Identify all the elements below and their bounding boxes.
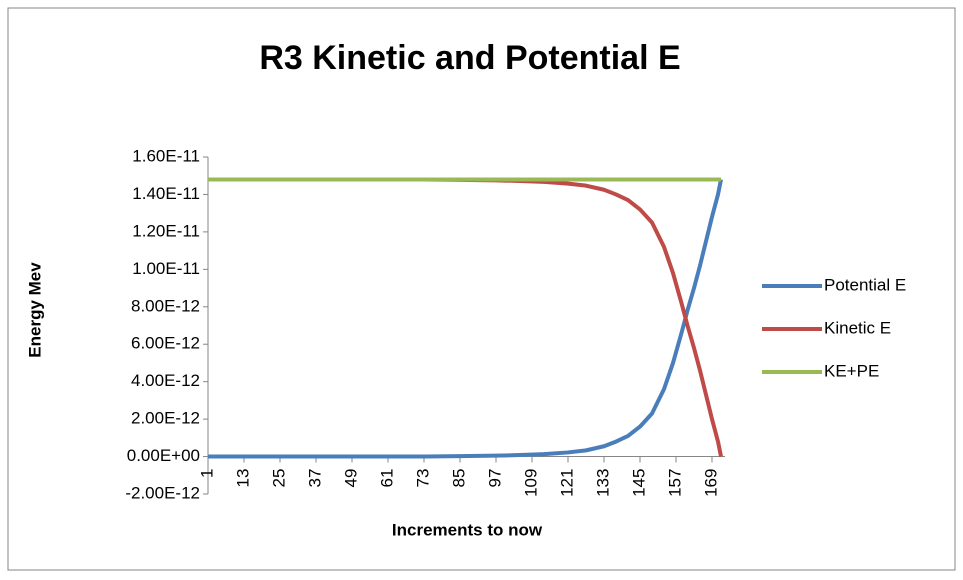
y-tick-label: 0.00E+00 — [127, 446, 200, 465]
line-series — [208, 179, 723, 459]
chart-border — [7, 7, 956, 571]
legend-label: KE+PE — [824, 361, 879, 380]
y-axis-title: Energy Mev — [25, 262, 44, 358]
y-tick-label: 6.00E-12 — [131, 334, 200, 353]
x-tick-label: 49 — [341, 469, 360, 488]
x-tick-label: 121 — [557, 469, 576, 497]
chart-title: R3 Kinetic and Potential E — [259, 39, 680, 77]
x-tick-label: 133 — [593, 469, 612, 497]
x-axis-title: Increments to now — [392, 520, 543, 539]
y-tick-label: 2.00E-12 — [131, 409, 200, 428]
y-tick-label: 8.00E-12 — [131, 296, 200, 315]
x-tick-label: 109 — [521, 469, 540, 497]
y-tick-label: 1.60E-11 — [132, 146, 200, 165]
x-tick-label: 169 — [701, 469, 720, 497]
x-tick-label: 145 — [629, 469, 648, 497]
x-tick-label: 1 — [197, 469, 216, 478]
x-tick-label: 85 — [449, 469, 468, 488]
y-tick-label: 4.00E-12 — [131, 371, 200, 390]
x-tick-label: 37 — [305, 469, 324, 488]
legend-label: Potential E — [824, 275, 906, 294]
x-tick-label: 61 — [377, 469, 396, 488]
y-tick-label: -2.00E-12 — [125, 483, 200, 502]
legend-label: Kinetic E — [824, 318, 891, 337]
x-tick-label: 25 — [269, 469, 288, 488]
x-tick-label: 157 — [665, 469, 684, 497]
y-tick-label: 1.20E-11 — [132, 221, 200, 240]
y-tick-label: 1.00E-11 — [132, 259, 200, 278]
x-tick-label: 97 — [485, 469, 504, 488]
x-tick-label: 13 — [233, 469, 252, 488]
x-tick-label: 73 — [413, 469, 432, 488]
y-tick-label: 1.40E-11 — [132, 184, 200, 203]
